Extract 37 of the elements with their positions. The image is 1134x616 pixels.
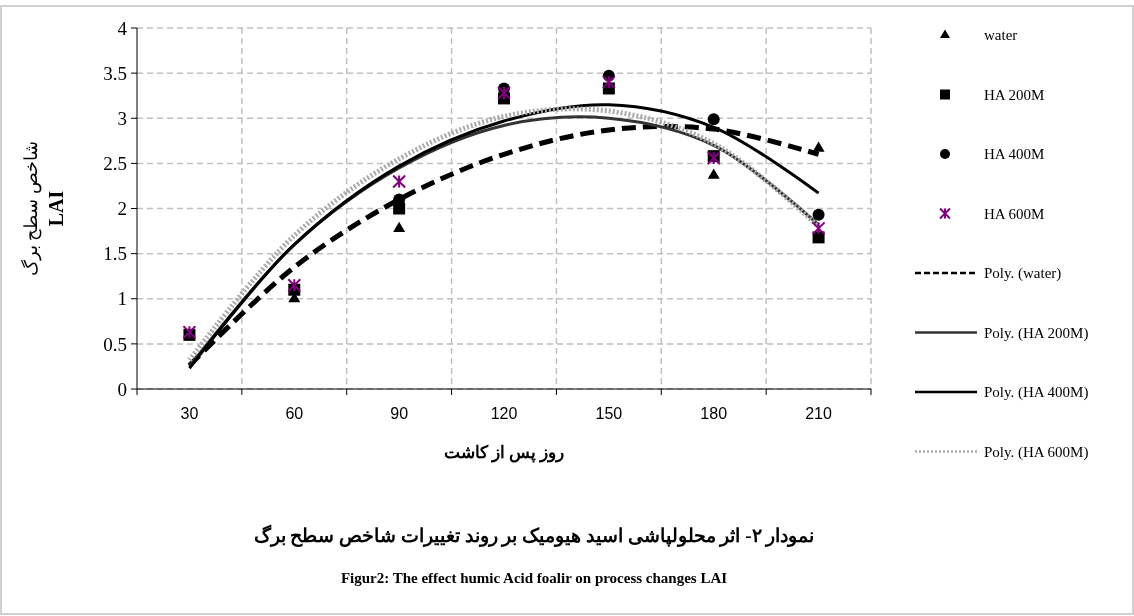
x-tick-label: 210 (805, 405, 833, 422)
y-tick-label: 1 (117, 288, 127, 310)
point (707, 113, 720, 126)
legend-label: Poly. (water) (984, 265, 1062, 283)
point (392, 174, 407, 189)
y-tick-label: 1.5 (103, 243, 127, 265)
legend-label: water (984, 27, 1018, 44)
point (287, 278, 302, 293)
text: نمودار ۲- اثر محلولپاشی اسید هیومیک بر روند تغییرات شاخص سطح برگ (253, 524, 815, 547)
y-tick-label: 2.5 (103, 153, 127, 175)
x-tick-label: 180 (700, 405, 728, 422)
x-tick-label: 150 (595, 405, 623, 422)
x-axis-title: روز پس از کاشت (443, 443, 565, 463)
y-tick-label: 0 (117, 378, 127, 400)
legend-label: HA 400M (984, 146, 1045, 163)
y-tick-label: 3 (117, 107, 127, 129)
legend-label: Poly. (HA 200M) (984, 324, 1089, 342)
y-tick-label: 2 (117, 198, 127, 220)
x-tick-label: 90 (390, 405, 409, 422)
point (601, 75, 616, 90)
point (707, 168, 720, 179)
x-tick-label: 120 (490, 405, 518, 422)
y-tick-label: 4 (117, 17, 128, 39)
text: Figur2: The effect humic Acid foalir on process changes LAI (340, 570, 728, 586)
x-tick-label: 60 (285, 405, 304, 422)
point (812, 208, 825, 221)
point (812, 141, 825, 152)
point (811, 221, 826, 236)
y-tick-label: 3.5 (103, 62, 127, 84)
point (393, 221, 406, 232)
y-tick-label: 0.5 (103, 333, 127, 355)
legend-label: Poly. (HA 400M) (984, 384, 1089, 402)
legend-label: HA 600M (984, 205, 1045, 222)
legend-label: Poly. (HA 600M) (984, 443, 1089, 461)
x-tick-label: 30 (180, 405, 199, 422)
legend-label: HA 200M (984, 86, 1045, 103)
point (497, 85, 511, 100)
